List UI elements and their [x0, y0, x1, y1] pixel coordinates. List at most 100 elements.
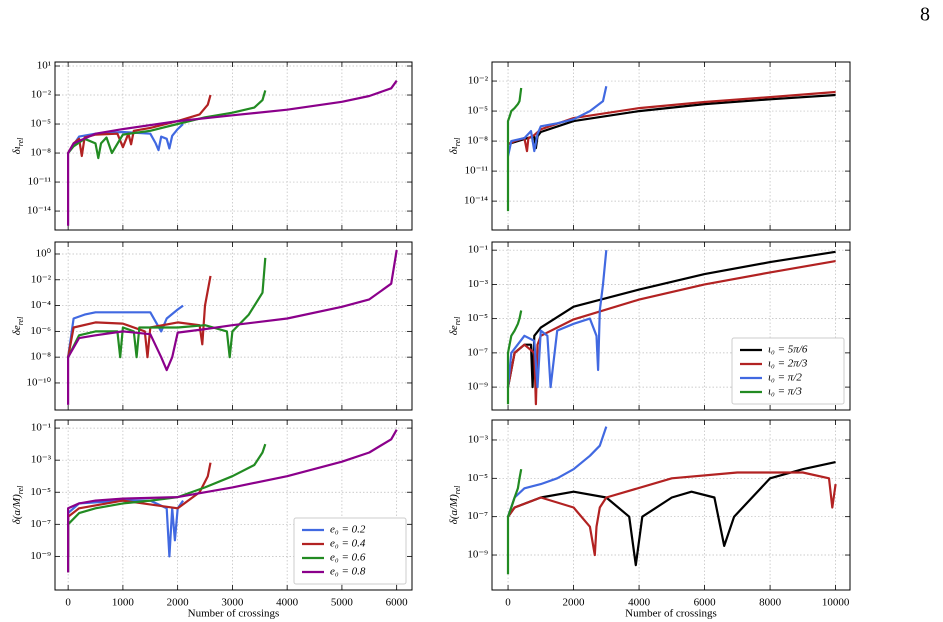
- y-axis-label: δerel: [448, 316, 463, 335]
- y-axis-label-sub: rel: [453, 137, 462, 146]
- series-line: [67, 304, 184, 358]
- y-tick-label: 10⁻⁵: [30, 118, 51, 130]
- x-tick-label: 3000: [221, 597, 244, 609]
- legend-label: e₀ = 0.4: [330, 538, 366, 550]
- y-axis-label-sub: rel: [453, 485, 462, 494]
- x-tick-label: 0: [65, 597, 71, 609]
- y-tick-label: 10⁻¹¹: [465, 165, 488, 177]
- legend-box: [293, 517, 407, 585]
- y-axis-label-main: δe: [11, 325, 23, 335]
- series-line: [507, 90, 836, 153]
- y-tick-label: 10⁻⁶: [30, 325, 51, 337]
- x-tick-label: 10000: [822, 597, 850, 609]
- x-tick-label: 1000: [112, 597, 135, 609]
- legend-box: [731, 337, 845, 405]
- y-tick-label: 10⁻³: [468, 278, 489, 290]
- x-tick-label: 2000: [563, 597, 586, 609]
- y-tick-label: 10⁻¹⁴: [464, 195, 488, 207]
- y-tick-label: 10⁻¹: [468, 244, 488, 256]
- x-tick-label: 4000: [276, 597, 299, 609]
- legend-label: ι₀ = π/3: [768, 386, 802, 398]
- y-axis-label: δ(a/M)rel: [11, 485, 26, 525]
- x-tick-label: 0: [505, 597, 511, 609]
- legend-label: e₀ = 0.8: [330, 566, 366, 578]
- plot-frame: [54, 61, 413, 231]
- series-line: [67, 257, 267, 359]
- x-tick-label: 6000: [694, 597, 717, 609]
- y-axis-label: δerel: [11, 316, 26, 335]
- y-tick-label: 10⁻⁵: [30, 486, 51, 498]
- series-line: [507, 471, 837, 557]
- y-axis-label-main: δe: [448, 325, 460, 335]
- y-axis-label: διrel: [11, 137, 26, 155]
- x-tick-label: 2000: [167, 597, 190, 609]
- y-axis-label-sub: rel: [453, 316, 462, 325]
- legend-label: ι₀ = 2π/3: [768, 358, 808, 370]
- series-line: [67, 94, 212, 158]
- y-tick-label: 10⁻¹⁰: [26, 376, 51, 388]
- y-tick-label: 10⁻⁸: [30, 147, 51, 159]
- series-line: [67, 443, 267, 573]
- series-line: [67, 462, 212, 557]
- page-number: 8: [920, 4, 930, 26]
- series-line: [67, 90, 267, 160]
- y-tick-label: 10⁰: [36, 248, 52, 260]
- plot-frame: [54, 419, 413, 591]
- y-tick-label: 10⁻⁹: [467, 549, 488, 561]
- y-tick-label: 10⁻²: [31, 273, 52, 285]
- x-tick-label: 8000: [759, 597, 782, 609]
- legend-label: ι₀ = 5π/6: [768, 344, 808, 356]
- series-line: [67, 429, 398, 573]
- series-line: [506, 468, 523, 575]
- series-line: [506, 250, 608, 389]
- y-axis-label: διrel: [448, 137, 463, 155]
- y-tick-label: 10⁻²: [31, 89, 52, 101]
- y-tick-label: 10⁻⁵: [467, 312, 488, 324]
- legend-label: ι₀ = π/2: [768, 372, 802, 384]
- y-tick-label: 10⁻²: [468, 75, 489, 87]
- y-tick-label: 10⁻⁸: [30, 351, 51, 363]
- y-axis-label-main: δι: [11, 146, 23, 154]
- series-line: [67, 499, 185, 558]
- series-line: [506, 86, 608, 157]
- x-tick-label: 4000: [628, 597, 651, 609]
- series-line: [506, 87, 523, 212]
- series-line: [506, 426, 608, 518]
- legend-label: e₀ = 0.2: [330, 524, 366, 536]
- y-tick-label: 10⁻⁷: [30, 518, 51, 530]
- series-line: [67, 80, 398, 226]
- y-axis-label: δ(a/M)rel: [448, 485, 463, 525]
- y-tick-label: 10⁻³: [468, 434, 489, 446]
- series-line: [506, 310, 523, 405]
- y-tick-label: 10⁻⁵: [467, 472, 488, 484]
- y-tick-label: 10⁻¹: [31, 422, 51, 434]
- y-tick-label: 10⁻⁸: [467, 135, 488, 147]
- y-axis-label-sub: rel: [16, 485, 25, 494]
- y-axis-label-sub: rel: [16, 316, 25, 325]
- plot-frame: [491, 419, 851, 591]
- legend-label: e₀ = 0.6: [330, 552, 366, 564]
- y-axis-label-main: δ(a/M): [11, 494, 23, 524]
- y-axis-label-main: δι: [448, 146, 460, 154]
- y-tick-label: 10⁻⁹: [30, 550, 51, 562]
- y-axis-label-sub: rel: [16, 137, 25, 146]
- x-tick-label: 5000: [331, 597, 354, 609]
- y-tick-label: 10⁻³: [31, 454, 52, 466]
- y-axis-label-main: δ(a/M): [448, 494, 460, 524]
- plot-frame: [54, 241, 413, 411]
- y-tick-label: 10⁻⁷: [467, 510, 488, 522]
- series-line: [507, 93, 836, 150]
- x-axis-label: Number of crossings: [188, 608, 280, 620]
- series-line: [67, 249, 398, 405]
- x-axis-label: Number of crossings: [625, 608, 717, 620]
- x-tick-label: 6000: [386, 597, 409, 609]
- y-tick-label: 10⁻⁵: [467, 105, 488, 117]
- series-line: [507, 461, 836, 567]
- plot-frame: [491, 61, 851, 231]
- series-line: [67, 275, 212, 359]
- y-tick-label: 10⁻⁷: [467, 346, 488, 358]
- y-tick-label: 10⁻⁹: [467, 381, 488, 393]
- y-tick-label: 10⁻¹¹: [28, 176, 51, 188]
- y-tick-label: 10¹: [37, 60, 51, 72]
